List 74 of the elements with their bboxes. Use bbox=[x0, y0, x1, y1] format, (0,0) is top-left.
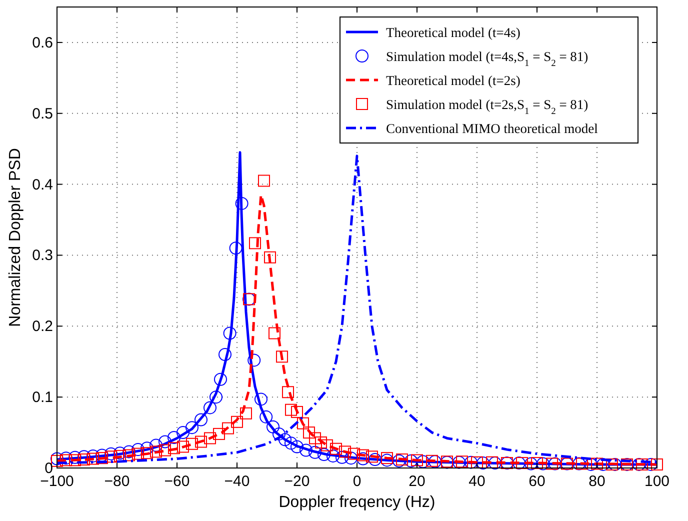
point bbox=[222, 422, 234, 434]
point bbox=[456, 456, 468, 468]
point bbox=[96, 452, 108, 464]
point bbox=[348, 448, 360, 460]
point bbox=[159, 444, 171, 456]
x-tick-label: −20 bbox=[284, 473, 310, 490]
point bbox=[69, 454, 81, 466]
point bbox=[315, 436, 327, 448]
point bbox=[195, 436, 207, 448]
y-tick-label: 0.5 bbox=[32, 105, 53, 122]
y-tick-label: 0.1 bbox=[32, 389, 53, 406]
x-tick-label: 60 bbox=[528, 473, 546, 490]
point bbox=[177, 440, 189, 453]
point bbox=[636, 458, 648, 470]
point bbox=[297, 417, 309, 430]
point bbox=[357, 449, 369, 462]
point bbox=[396, 453, 408, 466]
x-tick-label: 40 bbox=[468, 473, 486, 490]
y-tick-label: 0.3 bbox=[32, 247, 53, 264]
point bbox=[606, 458, 618, 470]
point bbox=[264, 251, 276, 264]
point bbox=[150, 446, 162, 458]
point bbox=[411, 454, 423, 466]
x-tick-label: 100 bbox=[644, 473, 670, 490]
y-tick-label: 0.2 bbox=[32, 318, 53, 336]
point bbox=[651, 458, 663, 470]
point bbox=[291, 406, 303, 418]
x-axis-title: Doppler freqency (Hz) bbox=[278, 494, 436, 511]
point bbox=[213, 428, 225, 440]
point bbox=[381, 452, 393, 464]
point bbox=[339, 446, 351, 458]
point bbox=[531, 457, 543, 470]
x-tick-label: 0 bbox=[352, 473, 362, 490]
point bbox=[426, 454, 438, 467]
legend-label: Simulation model (t=2s,S$_{1}$ = S$_{2}$ = 81) bbox=[386, 97, 588, 117]
point bbox=[105, 450, 117, 463]
point bbox=[123, 449, 135, 462]
x-tick-label: 80 bbox=[588, 473, 606, 490]
x-tick-label: −80 bbox=[104, 473, 130, 490]
legend-label: Theoretical model (t=2s) bbox=[386, 73, 520, 88]
point bbox=[78, 453, 90, 466]
point bbox=[258, 174, 270, 187]
point bbox=[87, 452, 99, 465]
point bbox=[303, 426, 315, 439]
point bbox=[591, 458, 603, 470]
legend-label: Conventional MIMO theoretical model bbox=[386, 121, 598, 136]
point bbox=[141, 447, 153, 460]
point bbox=[51, 454, 63, 467]
point bbox=[249, 237, 261, 250]
point bbox=[309, 432, 321, 444]
point bbox=[204, 432, 216, 444]
x-tick-label: −60 bbox=[164, 473, 190, 490]
point bbox=[321, 439, 333, 452]
point bbox=[268, 327, 280, 340]
x-tick-label: −40 bbox=[224, 473, 250, 490]
y-axis-title: Normalized Doppler PSD bbox=[7, 148, 24, 327]
point bbox=[168, 442, 180, 454]
y-tick-label: 0.6 bbox=[32, 34, 53, 52]
point bbox=[282, 386, 294, 398]
point bbox=[186, 438, 198, 450]
legend-label: Simulation model (t=4s,S$_{1}$ = S$_{2}$ = 81) bbox=[386, 49, 588, 69]
y-tick-label: 0.4 bbox=[32, 176, 53, 194]
point bbox=[285, 404, 297, 416]
x-tick-label: 20 bbox=[408, 473, 426, 490]
point bbox=[60, 454, 72, 466]
point bbox=[366, 450, 378, 463]
legend-label: Theoretical model (t=4s) bbox=[386, 25, 520, 40]
point bbox=[240, 407, 252, 420]
point bbox=[546, 458, 558, 470]
point bbox=[132, 448, 144, 460]
point bbox=[330, 442, 342, 455]
point bbox=[276, 350, 288, 363]
point bbox=[231, 416, 243, 428]
point bbox=[516, 457, 528, 470]
